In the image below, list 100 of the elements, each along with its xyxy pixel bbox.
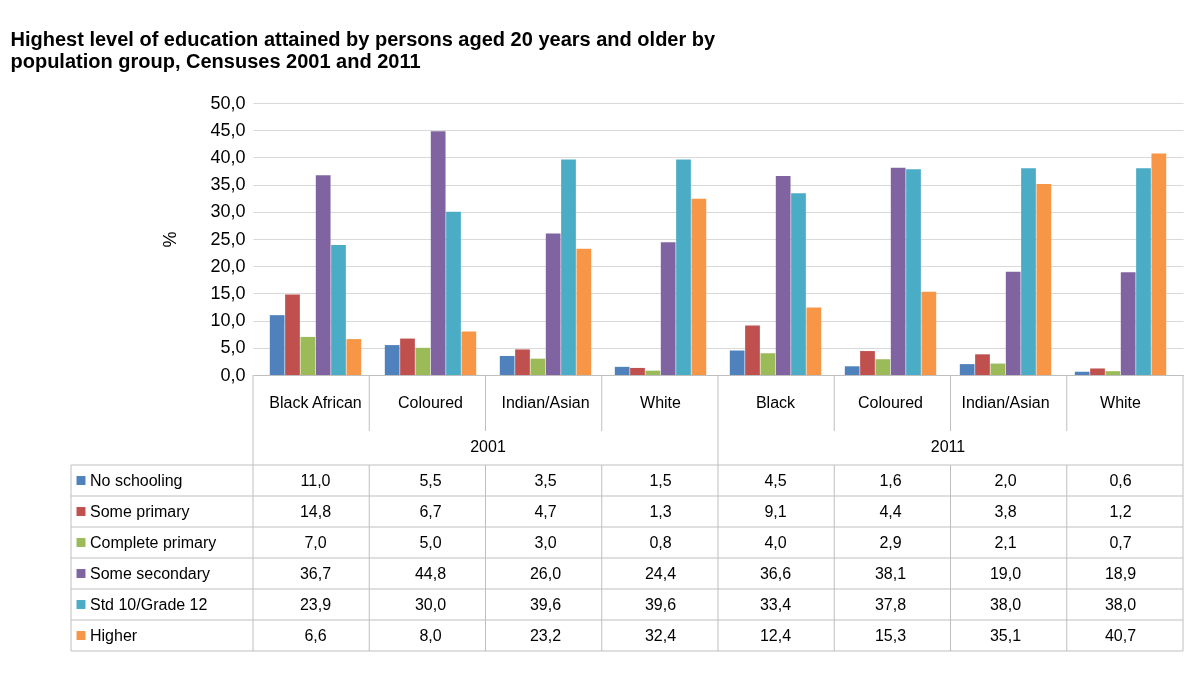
data-label: 6,7 xyxy=(419,502,442,520)
bar xyxy=(614,366,630,375)
data-label: 23,2 xyxy=(529,626,562,644)
data-label: 39,6 xyxy=(529,595,562,613)
bar xyxy=(269,315,285,375)
y-tick-label: 50,0 xyxy=(210,92,246,113)
data-label: 1,3 xyxy=(649,502,672,520)
data-label: 38,0 xyxy=(989,595,1022,613)
bar xyxy=(959,364,975,375)
data-label: 40,7 xyxy=(1104,626,1137,644)
bar xyxy=(729,350,745,375)
data-label: 24,4 xyxy=(644,564,677,582)
bar xyxy=(676,159,691,375)
data-label: 5,5 xyxy=(419,471,442,489)
data-label: 12,4 xyxy=(759,626,792,644)
data-label: 36,7 xyxy=(299,564,332,582)
bar xyxy=(515,349,530,375)
data-label: 1,2 xyxy=(1109,502,1132,520)
data-label: 2,0 xyxy=(994,471,1017,489)
data-label: 7,0 xyxy=(304,533,327,551)
data-label: 23,9 xyxy=(299,595,332,613)
bar xyxy=(1005,271,1021,375)
data-label: 11,0 xyxy=(300,471,331,489)
bar xyxy=(461,331,477,375)
bar xyxy=(331,244,346,375)
text: 2011 xyxy=(930,438,966,455)
x-tick-label: Black xyxy=(755,394,797,411)
x-tick-label: Black African xyxy=(269,394,362,411)
y-tick-label: 45,0 xyxy=(210,119,246,140)
data-label: 4,7 xyxy=(534,502,557,520)
y-tick-label: 40,0 xyxy=(210,146,246,167)
legend-label: Higher xyxy=(90,626,138,644)
x-tick-label: Coloured xyxy=(398,394,463,411)
data-label: 30,0 xyxy=(414,595,447,613)
bar xyxy=(415,347,431,375)
data-label: 38,1 xyxy=(874,564,907,582)
bar xyxy=(645,370,661,375)
bar xyxy=(791,193,806,375)
y-tick-label: 35,0 xyxy=(210,174,246,195)
bar xyxy=(1151,153,1167,375)
bar xyxy=(561,159,576,375)
x-tick-label: Coloured xyxy=(858,394,923,411)
bar xyxy=(760,353,776,375)
data-label: 37,8 xyxy=(874,595,907,613)
data-label: 38,0 xyxy=(1104,595,1137,613)
bar xyxy=(990,363,1006,375)
data-label: 35,1 xyxy=(989,626,1022,644)
legend-label: No schooling xyxy=(90,471,183,489)
data-label: 36,6 xyxy=(759,564,792,582)
bar xyxy=(890,167,906,375)
legend-label: Std 10/Grade 12 xyxy=(90,595,208,613)
bar xyxy=(1090,368,1105,375)
x-tick-label: White xyxy=(640,394,682,411)
y-tick-label: 0,0 xyxy=(220,364,246,385)
y-tick-label: 5,0 xyxy=(220,337,246,358)
x-tick-label: Indian/Asian xyxy=(961,394,1050,411)
y-tick-label: 20,0 xyxy=(210,255,246,276)
bar xyxy=(691,198,707,375)
data-label: 19,0 xyxy=(989,564,1022,582)
bar xyxy=(745,325,760,375)
bar xyxy=(530,358,546,375)
data-label: 0,6 xyxy=(1109,471,1132,489)
data-label: 44,8 xyxy=(414,564,447,582)
y-tick-label: 25,0 xyxy=(210,228,246,249)
bar xyxy=(806,307,822,375)
x-tick-label: Indian/Asian xyxy=(501,394,590,411)
bar xyxy=(775,175,791,375)
data-label: 33,4 xyxy=(759,595,792,613)
bar xyxy=(300,336,316,375)
data-label: 4,0 xyxy=(764,533,787,551)
legend-label: Complete primary xyxy=(90,533,217,551)
bar xyxy=(975,354,990,375)
bar xyxy=(430,131,446,375)
data-label: 1,6 xyxy=(879,471,902,489)
data-label: 8,0 xyxy=(419,626,442,644)
bar xyxy=(1136,168,1151,375)
data-label: 32,4 xyxy=(644,626,677,644)
bar xyxy=(576,248,592,375)
bar xyxy=(660,242,676,375)
data-label: 26,0 xyxy=(529,564,562,582)
data-label: 1,5 xyxy=(649,471,672,489)
y-tick-label: 30,0 xyxy=(210,201,246,222)
chart-title: Highest level of education attained by persons aged 20 years and older by population group, Censuses 2001 and 2011 xyxy=(10,28,717,72)
data-label: 3,0 xyxy=(534,533,557,551)
bar xyxy=(1074,371,1090,375)
bar xyxy=(446,211,461,375)
data-label: 5,0 xyxy=(419,533,442,551)
bar xyxy=(285,294,300,375)
bar xyxy=(875,359,891,375)
data-label: 14,8 xyxy=(299,502,332,520)
data-label: 3,5 xyxy=(534,471,557,489)
y-tick-label: 10,0 xyxy=(210,310,246,331)
bar xyxy=(400,338,415,375)
bar xyxy=(1105,371,1121,375)
data-label: 0,8 xyxy=(649,533,672,551)
data-label: 18,9 xyxy=(1104,564,1137,582)
bar xyxy=(844,366,860,375)
data-label: 2,1 xyxy=(994,533,1017,551)
bar xyxy=(1021,168,1036,375)
data-label: 6,6 xyxy=(304,626,327,644)
